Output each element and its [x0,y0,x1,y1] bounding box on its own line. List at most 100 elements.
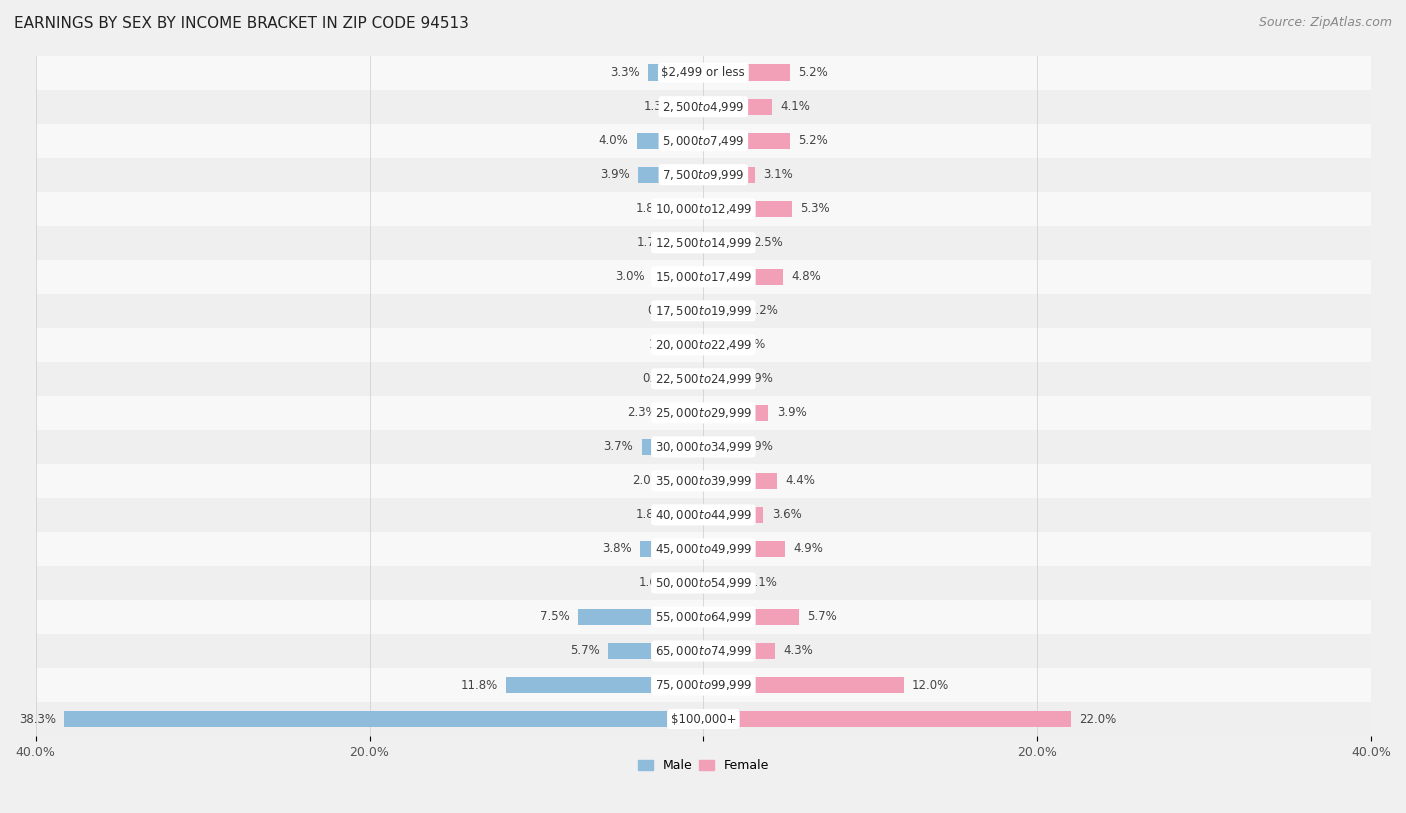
Text: $40,000 to $44,999: $40,000 to $44,999 [655,508,752,522]
Bar [703,643,775,659]
Bar [65,711,703,727]
Text: 1.8%: 1.8% [636,202,665,215]
Text: 1.8%: 1.8% [636,508,665,521]
Bar [673,201,703,217]
Bar [35,566,1371,600]
Bar [703,405,769,421]
Text: 5.2%: 5.2% [799,134,828,147]
Bar [676,575,703,591]
Text: 5.7%: 5.7% [807,611,837,624]
Text: 1.9%: 1.9% [744,441,773,454]
Text: 3.1%: 3.1% [763,168,793,181]
Bar [609,643,703,659]
Text: $7,500 to $9,999: $7,500 to $9,999 [662,167,745,182]
Text: $50,000 to $54,999: $50,000 to $54,999 [655,576,752,590]
Bar [35,430,1371,464]
Bar [703,439,735,455]
Text: $100,000+: $100,000+ [671,712,737,725]
Text: 0.97%: 0.97% [728,338,765,351]
Bar [703,268,783,285]
Text: 2.2%: 2.2% [748,304,779,317]
Text: $30,000 to $34,999: $30,000 to $34,999 [655,440,752,454]
Bar [578,609,703,625]
Text: 2.5%: 2.5% [754,237,783,250]
Text: $55,000 to $64,999: $55,000 to $64,999 [655,610,752,624]
Bar [703,541,785,557]
Bar [665,405,703,421]
Text: 1.0%: 1.0% [648,338,678,351]
Bar [688,371,703,387]
Text: 4.1%: 4.1% [780,100,810,113]
Text: 4.8%: 4.8% [792,270,821,283]
Text: $10,000 to $12,499: $10,000 to $12,499 [655,202,752,215]
Text: 3.3%: 3.3% [610,66,640,79]
Bar [35,55,1371,89]
Text: 22.0%: 22.0% [1078,712,1116,725]
Text: 3.6%: 3.6% [772,508,801,521]
Bar [673,506,703,523]
Bar [703,609,799,625]
Bar [675,235,703,251]
Text: 4.4%: 4.4% [785,475,815,487]
Text: $75,000 to $99,999: $75,000 to $99,999 [655,678,752,692]
Bar [703,235,745,251]
Text: 2.0%: 2.0% [631,475,662,487]
Bar [35,328,1371,362]
Text: 3.8%: 3.8% [602,542,631,555]
Legend: Male, Female: Male, Female [633,754,775,777]
Text: 4.0%: 4.0% [599,134,628,147]
Text: Source: ZipAtlas.com: Source: ZipAtlas.com [1258,16,1392,29]
Text: $2,500 to $4,999: $2,500 to $4,999 [662,100,745,114]
Bar [671,472,703,489]
Bar [703,472,776,489]
Bar [703,302,740,319]
Bar [703,711,1070,727]
Bar [35,600,1371,634]
Text: $20,000 to $22,499: $20,000 to $22,499 [655,338,752,352]
Text: 3.0%: 3.0% [616,270,645,283]
Bar [703,98,772,115]
Text: $35,000 to $39,999: $35,000 to $39,999 [655,474,752,488]
Text: 3.7%: 3.7% [603,441,633,454]
Bar [703,133,790,149]
Bar [35,226,1371,260]
Bar [654,268,703,285]
Bar [640,541,703,557]
Bar [686,337,703,353]
Text: 0.91%: 0.91% [643,372,681,385]
Text: 5.2%: 5.2% [799,66,828,79]
Text: 1.3%: 1.3% [644,100,673,113]
Bar [693,302,703,319]
Text: $22,500 to $24,999: $22,500 to $24,999 [655,372,752,386]
Text: 7.5%: 7.5% [540,611,569,624]
Text: $17,500 to $19,999: $17,500 to $19,999 [655,304,752,318]
Text: $5,000 to $7,499: $5,000 to $7,499 [662,133,745,148]
Text: 12.0%: 12.0% [912,679,949,692]
Bar [35,498,1371,532]
Bar [703,64,790,80]
Bar [35,293,1371,328]
Bar [703,337,720,353]
Bar [641,439,703,455]
Bar [35,396,1371,430]
Text: 3.9%: 3.9% [776,406,807,420]
Bar [637,133,703,149]
Text: 38.3%: 38.3% [18,712,56,725]
Text: 2.3%: 2.3% [627,406,657,420]
Text: 11.8%: 11.8% [461,679,498,692]
Text: $25,000 to $29,999: $25,000 to $29,999 [655,406,752,420]
Bar [35,634,1371,668]
Text: $15,000 to $17,499: $15,000 to $17,499 [655,270,752,284]
Text: 4.3%: 4.3% [783,645,813,658]
Text: 5.7%: 5.7% [569,645,600,658]
Bar [506,677,703,693]
Text: 1.6%: 1.6% [638,576,668,589]
Bar [35,89,1371,124]
Text: 0.61%: 0.61% [648,304,685,317]
Text: 4.9%: 4.9% [793,542,824,555]
Bar [35,260,1371,293]
Bar [35,124,1371,158]
Bar [35,158,1371,192]
Bar [703,506,763,523]
Bar [682,98,703,115]
